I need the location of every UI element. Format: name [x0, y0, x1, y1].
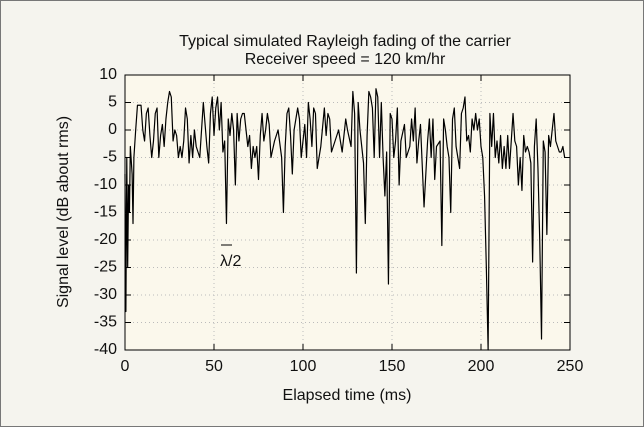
y-tick-label: -30	[94, 286, 117, 303]
x-tick-label: 200	[468, 358, 495, 375]
y-tick-label: 5	[108, 94, 117, 111]
y-tick-label: -40	[94, 341, 117, 358]
plot-area	[125, 75, 570, 350]
x-tick-label: 0	[121, 358, 130, 375]
chart-subtitle: Receiver speed = 120 km/hr	[245, 51, 446, 68]
x-tick-label: 50	[205, 358, 223, 375]
y-tick-label: -25	[94, 259, 117, 276]
y-tick-label: 10	[99, 66, 117, 83]
x-tick-label: 150	[379, 358, 406, 375]
chart-title: Typical simulated Rayleigh fading of the…	[179, 33, 511, 50]
signal-line	[124, 88, 566, 351]
y-tick-label: -35	[94, 314, 117, 331]
y-tick-label: -15	[94, 204, 117, 221]
y-tick-label: -10	[94, 176, 117, 193]
y-axis-label: Signal level (dB about rms)	[55, 116, 72, 308]
y-tick-label: 0	[108, 121, 117, 138]
y-tick-label: -5	[103, 149, 117, 166]
y-tick-label: -20	[94, 231, 117, 248]
x-tick-label: 250	[557, 358, 584, 375]
x-axis-label: Elapsed time (ms)	[283, 387, 412, 404]
annotation: λ/2	[220, 253, 241, 270]
x-tick-label: 100	[290, 358, 317, 375]
